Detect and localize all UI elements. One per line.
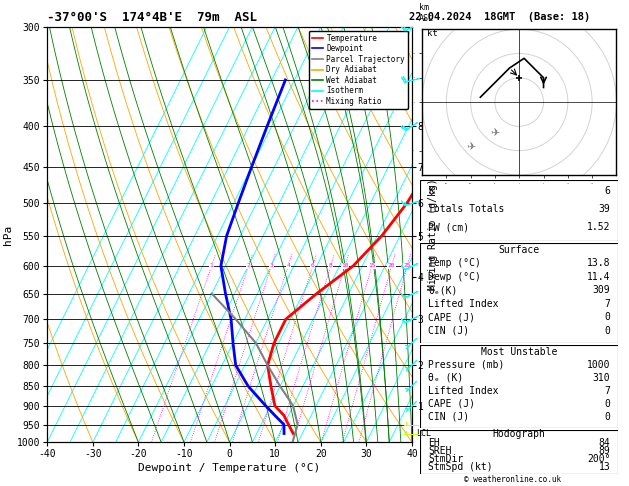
Text: 8: 8: [329, 263, 333, 268]
Text: 89: 89: [599, 446, 610, 456]
Text: km
ASL: km ASL: [420, 3, 434, 22]
Text: Lifted Index: Lifted Index: [428, 386, 499, 396]
Text: 7: 7: [604, 299, 610, 309]
Text: Hodograph: Hodograph: [493, 430, 546, 439]
Text: 15: 15: [368, 263, 376, 268]
Text: Temp (°C): Temp (°C): [428, 259, 481, 268]
Text: 20: 20: [388, 263, 396, 268]
Text: 0: 0: [604, 399, 610, 409]
Text: SREH: SREH: [428, 446, 452, 456]
Text: ✈: ✈: [466, 143, 476, 153]
Text: Dewp (°C): Dewp (°C): [428, 272, 481, 282]
Text: 39: 39: [599, 204, 610, 214]
Text: 1: 1: [209, 263, 213, 268]
Text: 13.8: 13.8: [587, 259, 610, 268]
Text: 11.4: 11.4: [587, 272, 610, 282]
Text: 0: 0: [604, 312, 610, 322]
Text: LCL: LCL: [416, 429, 431, 438]
Y-axis label: hPa: hPa: [3, 225, 13, 244]
Text: 0: 0: [604, 412, 610, 422]
Text: StmDir: StmDir: [428, 454, 464, 464]
Text: θₑ(K): θₑ(K): [428, 285, 457, 295]
Text: 309: 309: [593, 285, 610, 295]
Text: 1.52: 1.52: [587, 222, 610, 232]
Text: 6: 6: [311, 263, 314, 268]
Text: © weatheronline.co.uk: © weatheronline.co.uk: [464, 474, 561, 484]
Text: 0: 0: [604, 326, 610, 336]
Text: Lifted Index: Lifted Index: [428, 299, 499, 309]
Text: ✈: ✈: [490, 128, 499, 138]
Text: PW (cm): PW (cm): [428, 222, 469, 232]
Text: CAPE (J): CAPE (J): [428, 312, 475, 322]
Text: 200°: 200°: [587, 454, 610, 464]
Text: θₑ (K): θₑ (K): [428, 373, 464, 383]
Text: Most Unstable: Most Unstable: [481, 347, 557, 357]
Text: 2: 2: [247, 263, 250, 268]
Text: 310: 310: [593, 373, 610, 383]
Legend: Temperature, Dewpoint, Parcel Trajectory, Dry Adiabat, Wet Adiabat, Isotherm, Mi: Temperature, Dewpoint, Parcel Trajectory…: [309, 31, 408, 109]
Text: EH: EH: [428, 438, 440, 448]
Text: -37°00'S  174°4B'E  79m  ASL: -37°00'S 174°4B'E 79m ASL: [47, 11, 257, 24]
Text: 7: 7: [604, 386, 610, 396]
Text: Pressure (mb): Pressure (mb): [428, 360, 504, 370]
Text: 13: 13: [599, 462, 610, 472]
Text: 22.04.2024  18GMT  (Base: 18): 22.04.2024 18GMT (Base: 18): [409, 12, 591, 22]
Text: CIN (J): CIN (J): [428, 326, 469, 336]
Text: 1000: 1000: [587, 360, 610, 370]
Text: 3: 3: [269, 263, 273, 268]
Text: 4: 4: [286, 263, 290, 268]
Text: Surface: Surface: [499, 245, 540, 255]
Text: K: K: [428, 186, 434, 196]
Text: 10: 10: [342, 263, 349, 268]
Text: 84: 84: [599, 438, 610, 448]
Text: 6: 6: [604, 186, 610, 196]
Text: CAPE (J): CAPE (J): [428, 399, 475, 409]
Text: CIN (J): CIN (J): [428, 412, 469, 422]
Text: kt: kt: [427, 30, 438, 38]
Text: StmSpd (kt): StmSpd (kt): [428, 462, 493, 472]
Text: Totals Totals: Totals Totals: [428, 204, 504, 214]
Y-axis label: Mixing Ratio (g/kg): Mixing Ratio (g/kg): [428, 179, 438, 290]
Text: 25: 25: [404, 263, 411, 268]
X-axis label: Dewpoint / Temperature (°C): Dewpoint / Temperature (°C): [138, 463, 321, 473]
